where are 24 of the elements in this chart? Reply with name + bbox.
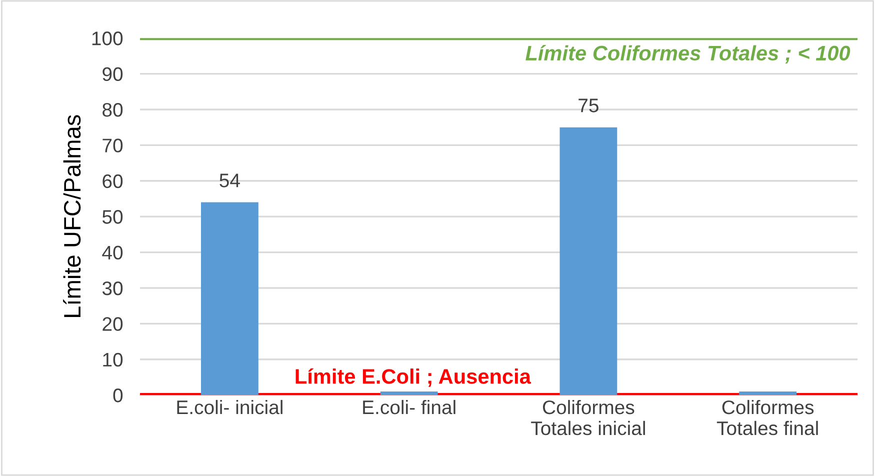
y-tick-label: 20 xyxy=(102,317,123,331)
y-axis-title: Límite UFC/Palmas xyxy=(63,115,81,317)
y-tick-label: 10 xyxy=(103,352,123,367)
y-tick-label: 70 xyxy=(102,138,123,152)
bar xyxy=(200,202,258,396)
y-tick-label: 60 xyxy=(102,174,123,188)
data-label: 54 xyxy=(220,174,240,188)
y-tick-label: 30 xyxy=(102,281,123,296)
ref-line-label: Límite E.Coli ; Ausencia xyxy=(296,368,532,387)
x-tick-label: Coliformes Totales inicial xyxy=(531,400,645,436)
bar xyxy=(560,127,618,396)
x-tick-label: E.coli- inicial xyxy=(177,400,282,414)
ref-line-label: Límite Coliformes Totales ; < 100 xyxy=(526,45,850,64)
bar xyxy=(380,392,438,396)
bar xyxy=(739,392,797,396)
y-tick-label: 50 xyxy=(102,210,123,224)
x-tick-label: E.coli- final xyxy=(363,400,456,414)
y-tick-label: 100 xyxy=(92,32,123,46)
y-tick-label: 40 xyxy=(102,246,123,260)
y-tick-label: 80 xyxy=(102,102,123,117)
data-label: 75 xyxy=(578,98,598,112)
y-tick-label: 90 xyxy=(102,67,123,82)
x-tick-label: Coliformes Totales final xyxy=(716,400,818,436)
y-tick-label: 0 xyxy=(113,388,123,402)
